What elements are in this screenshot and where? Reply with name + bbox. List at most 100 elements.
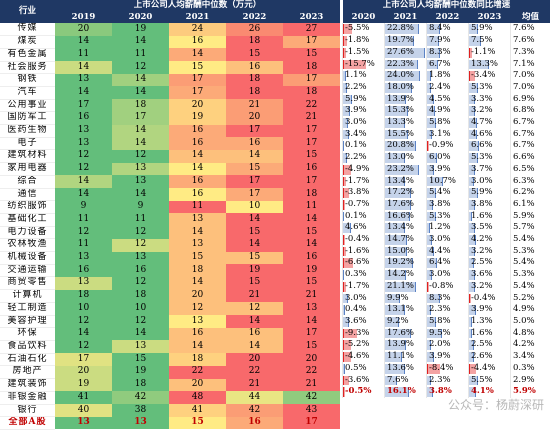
salary-value: 41 [169, 404, 226, 417]
salary-value: 40 [55, 404, 112, 417]
growth-text: 18.0% [387, 82, 414, 92]
growth-value: 17.6% [385, 199, 427, 211]
growth-row: -4.9%23.2%3.9%3.7%6.5% [343, 164, 550, 176]
growth-value: 3.5% [469, 222, 511, 234]
growth-text: 1.6% [471, 328, 493, 338]
growth-text: 3.8% [429, 199, 451, 209]
growth-text: -15.7% [345, 59, 375, 69]
growth-text: 14.7% [387, 234, 414, 244]
growth-value: 24.0% [385, 70, 427, 82]
salary-value: 22 [169, 366, 226, 379]
salary-value: 16 [226, 328, 283, 341]
growth-text: 8.4% [429, 23, 451, 33]
growth-value: -1.8% [343, 35, 385, 47]
salary-value: 14 [112, 74, 169, 87]
salary-value: 13 [283, 302, 340, 315]
avg-value: 6.5% [511, 164, 550, 176]
growth-text: 14.2% [387, 269, 414, 279]
growth-text: 13.9% [387, 339, 414, 349]
salary-value: 38 [112, 404, 169, 417]
avg-value: 5.0% [511, 316, 550, 328]
salary-value: 14 [55, 328, 112, 341]
avg-value: 6.2% [511, 187, 550, 199]
growth-value: 4.9% [427, 105, 469, 117]
industry-name: 社会服务 [0, 61, 55, 74]
industry-name: 国防军工 [0, 112, 55, 125]
growth-value: 17.2% [385, 187, 427, 199]
growth-text: -4.9% [345, 164, 369, 174]
growth-text: 8.3% [429, 293, 451, 303]
salary-value: 16 [283, 163, 340, 176]
growth-text: 5.3% [471, 82, 493, 92]
growth-value: -0.4% [469, 293, 511, 305]
growth-value: 19.2% [385, 257, 427, 269]
industry-name: 全部A股 [0, 417, 55, 430]
salary-value: 14 [226, 239, 283, 252]
salary-value: 13 [55, 74, 112, 87]
salary-value: 13 [55, 277, 112, 290]
growth-rate-table: 上市公司人均薪酬中位数同比增速 2020 2021 2022 2023 均值 -… [342, 0, 550, 398]
growth-text: -5.2% [345, 339, 369, 349]
year-header: 2021 [169, 12, 226, 24]
growth-text: 24.0% [387, 70, 414, 80]
growth-value: 5.9% [469, 23, 511, 35]
growth-value: 3.0% [343, 293, 385, 305]
salary-value: 16 [226, 417, 283, 430]
growth-text: 15.3% [387, 105, 414, 115]
salary-value: 11 [112, 213, 169, 226]
salary-value: 18 [226, 36, 283, 49]
salary-value: 21 [283, 290, 340, 303]
growth-value: 13.9% [385, 94, 427, 106]
growth-text: 0.1% [345, 140, 367, 150]
growth-text: 13.0% [387, 152, 414, 162]
salary-value: 14 [112, 36, 169, 49]
salary-value: 14 [55, 36, 112, 49]
growth-value: 4.4% [427, 246, 469, 258]
growth-text: 17.6% [387, 328, 414, 338]
avg-value: 6.9% [511, 94, 550, 106]
growth-value: 5.9% [469, 187, 511, 199]
growth-text: 1.1% [345, 70, 367, 80]
salary-value: 13 [55, 137, 112, 150]
avg-value: 7.0% [511, 70, 550, 82]
growth-text: 5.9% [471, 187, 493, 197]
salary-value: 14 [169, 277, 226, 290]
industry-name: 非银金融 [0, 391, 55, 404]
growth-text: 3.2% [471, 246, 493, 256]
growth-text: 1.2% [429, 222, 451, 232]
salary-value: 14 [55, 175, 112, 188]
avg-value: 6.7% [511, 129, 550, 141]
growth-value: -15.7% [343, 59, 385, 71]
salary-value: 17 [283, 74, 340, 87]
growth-text: 5.8% [429, 117, 451, 127]
growth-value: 13.4% [385, 176, 427, 188]
growth-text: 17.2% [387, 187, 414, 197]
growth-text: 2.2% [345, 82, 367, 92]
industry-header: 行业 [0, 0, 55, 23]
growth-value: 8.3% [427, 293, 469, 305]
salary-value: 15 [169, 252, 226, 265]
growth-value: -0.4% [343, 234, 385, 246]
salary-value: 18 [112, 290, 169, 303]
growth-value: 2.2% [343, 152, 385, 164]
growth-value: 9.9% [385, 293, 427, 305]
growth-text: 3.0% [471, 176, 493, 186]
growth-text: 3.4% [345, 129, 367, 139]
industry-name: 电力设备 [0, 226, 55, 239]
salary-value: 14 [169, 48, 226, 61]
growth-value: 4.6% [343, 222, 385, 234]
growth-row: 3.0%9.9%8.3%-0.4%5.2% [343, 293, 550, 305]
growth-row: -9.3%17.6%9.5%1.6%4.8% [343, 328, 550, 340]
salary-value: 14 [112, 328, 169, 341]
growth-value: 13.1% [385, 304, 427, 316]
growth-value: -1.1% [469, 47, 511, 59]
salary-value: 21 [226, 379, 283, 392]
industry-name: 通信 [0, 188, 55, 201]
growth-value: 15.0% [385, 246, 427, 258]
